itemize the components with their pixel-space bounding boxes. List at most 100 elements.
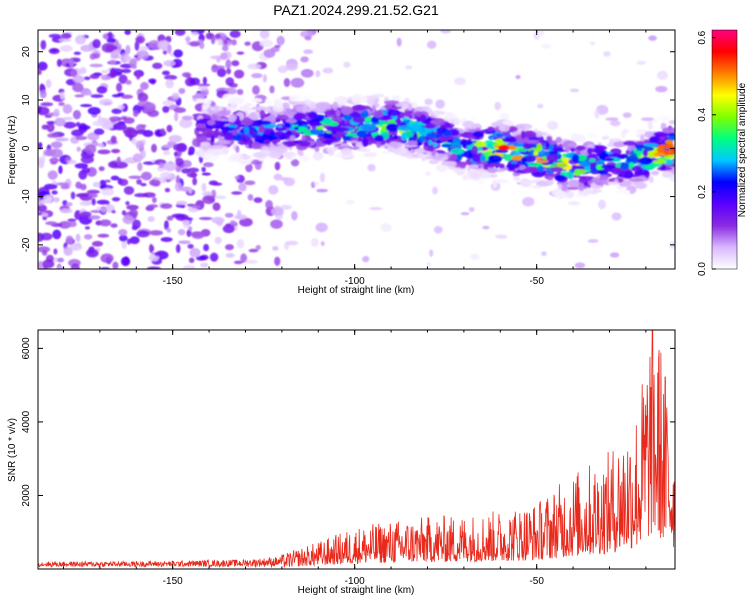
signal-blob — [488, 154, 503, 163]
noise-blob — [69, 58, 75, 68]
noise-blob — [135, 70, 141, 80]
signal-blob — [643, 143, 659, 147]
noise-blob — [226, 68, 232, 75]
noise-blob — [212, 182, 223, 186]
noise-blob — [535, 30, 545, 37]
noise-blob — [191, 231, 205, 240]
noise-blob — [149, 230, 164, 236]
noise-blob — [201, 172, 212, 176]
signal-blob — [210, 148, 224, 156]
noise-blob — [522, 196, 535, 207]
signal-blob — [203, 153, 210, 161]
noise-blob — [40, 102, 54, 107]
noise-blob — [126, 204, 139, 211]
signal-blob — [315, 141, 324, 146]
noise-blob — [160, 237, 173, 242]
signal-blob — [620, 162, 629, 171]
noise-blob — [190, 77, 201, 86]
noise-blob — [245, 259, 259, 264]
noise-blob — [125, 201, 130, 206]
noise-blob — [173, 49, 183, 58]
noise-blob — [70, 191, 76, 200]
noise-blob — [188, 187, 193, 194]
y-tick-label: 20 — [21, 46, 32, 58]
signal-blob — [528, 162, 543, 167]
y-tick-label: 0 — [21, 145, 32, 151]
signal-blob — [403, 110, 412, 117]
noise-blob — [44, 183, 58, 190]
noise-blob — [96, 199, 110, 205]
noise-blob — [46, 121, 57, 125]
noise-blob — [62, 103, 73, 114]
signal-blob — [660, 164, 667, 171]
noise-blob — [191, 205, 201, 209]
noise-blob — [129, 209, 139, 218]
colorbar-tick-label: 0.4 — [697, 107, 708, 121]
noise-blob — [203, 162, 214, 168]
noise-blob — [174, 30, 186, 36]
signal-blob — [640, 134, 645, 144]
noise-blob — [368, 206, 383, 211]
noise-blob — [58, 165, 63, 175]
noise-blob — [140, 182, 147, 187]
signal-blob — [431, 117, 446, 126]
noise-blob — [252, 85, 260, 95]
signal-blob — [522, 168, 538, 173]
noise-blob — [166, 124, 173, 133]
noise-blob — [92, 52, 100, 59]
snr-panel: -150 -100 -50 2000 4000 6000 Height of strai… — [7, 329, 676, 596]
noise-blob — [277, 65, 288, 74]
colorbar-ticks: 0.0 0.2 0.4 0.6 — [697, 30, 716, 276]
noise-blob — [231, 191, 243, 195]
noise-blob — [236, 88, 244, 96]
noise-blob — [38, 106, 50, 116]
noise-blob — [147, 204, 159, 208]
noise-blob — [42, 259, 55, 269]
noise-blob — [198, 216, 213, 221]
noise-blob — [75, 34, 86, 45]
signal-blob — [520, 130, 526, 140]
noise-blob — [98, 143, 105, 148]
snr-background — [38, 330, 675, 569]
y-tick-label: 2000 — [21, 484, 32, 507]
noise-blob — [79, 67, 87, 75]
signal-blob — [441, 143, 452, 148]
signal-blob — [273, 100, 283, 109]
noise-blob — [211, 216, 225, 224]
noise-blob — [172, 143, 187, 152]
signal-blob — [560, 183, 568, 192]
noise-blob — [236, 51, 245, 55]
signal-blob — [427, 147, 435, 152]
noise-blob — [179, 118, 193, 129]
signal-blob — [643, 168, 649, 176]
y-tick-label: 10 — [21, 94, 32, 106]
noise-blob — [322, 67, 334, 74]
signal-blob — [491, 122, 501, 127]
x-tick-label: -100 — [345, 276, 365, 287]
signal-blob — [498, 123, 506, 132]
signal-blob — [586, 147, 593, 155]
noise-blob — [300, 68, 314, 78]
noise-blob — [648, 35, 657, 41]
signal-blob — [300, 155, 310, 162]
signal-blob — [227, 114, 237, 122]
x-tick-label: -50 — [529, 276, 544, 287]
signal-blob — [340, 147, 353, 155]
signal-blob — [459, 139, 473, 146]
signal-blob — [599, 179, 609, 184]
noise-blob — [259, 39, 274, 48]
signal-blob — [599, 174, 609, 182]
noise-blob — [313, 181, 319, 186]
noise-blob — [343, 61, 351, 68]
noise-blob — [210, 34, 216, 45]
signal-blob — [533, 151, 539, 156]
signal-blob — [435, 164, 448, 172]
noise-blob — [262, 74, 268, 83]
noise-blob — [216, 57, 221, 63]
noise-blob — [100, 188, 115, 196]
noise-blob — [118, 229, 128, 236]
noise-blob — [100, 74, 110, 81]
noise-blob — [86, 189, 100, 194]
signal-blob — [462, 174, 468, 181]
noise-blob — [163, 220, 169, 231]
